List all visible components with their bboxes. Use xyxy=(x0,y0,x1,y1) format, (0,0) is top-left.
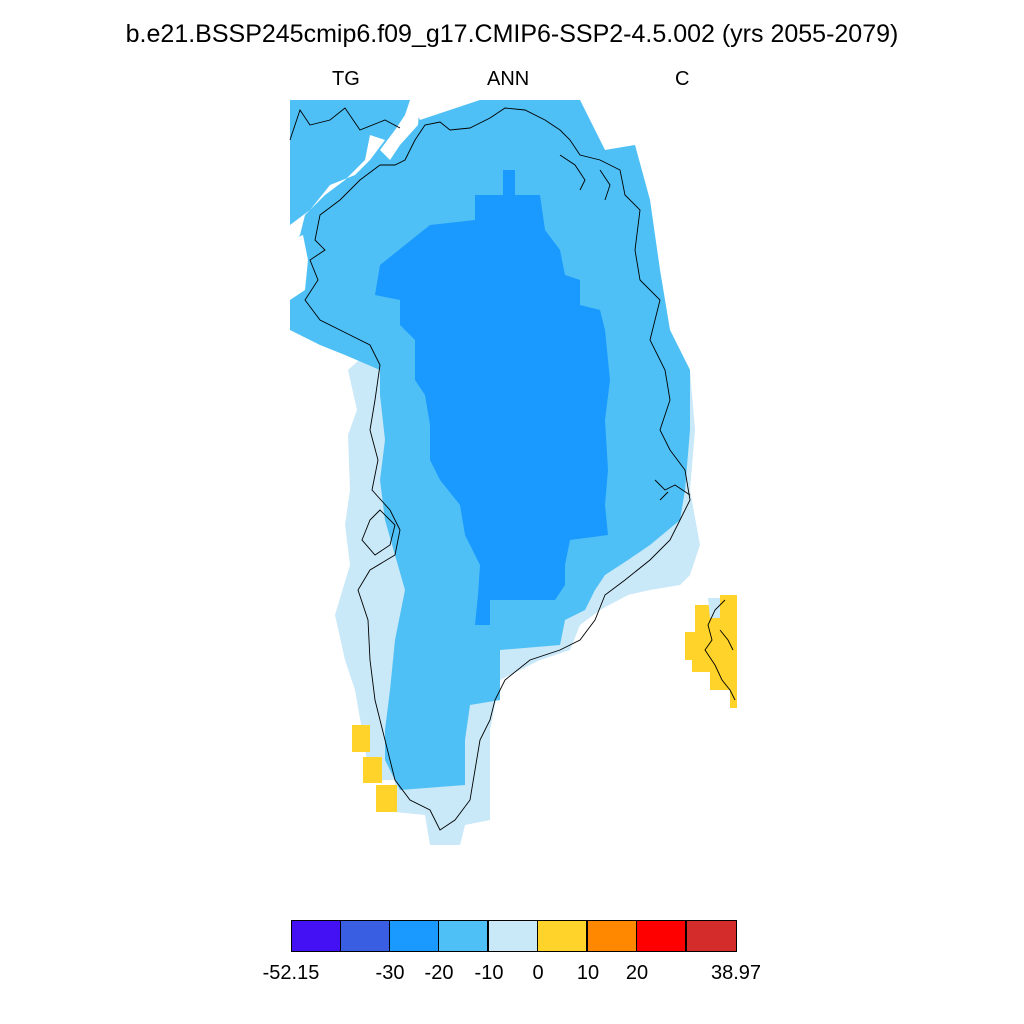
coastline-inner xyxy=(361,154,691,556)
colorbar-label: 0 xyxy=(532,962,544,984)
colorbar-label: 20 xyxy=(625,962,649,984)
colorbar-swatch xyxy=(636,920,686,952)
colorbar-label: -10 xyxy=(474,962,504,984)
colorbar-swatch xyxy=(291,920,341,952)
colorbar-label: -20 xyxy=(424,962,454,984)
warm-cells-southwest xyxy=(352,725,397,812)
coastline xyxy=(289,107,691,831)
contour-band-dark xyxy=(375,170,610,625)
white-gap xyxy=(290,235,308,300)
colorbar-label-min: -52.15 xyxy=(262,962,320,984)
colorbar-swatch xyxy=(686,920,737,952)
white-inlet xyxy=(380,100,420,160)
warm-cells-east xyxy=(685,595,737,708)
season-label: ANN xyxy=(487,68,530,90)
colorbar-swatch xyxy=(340,920,390,952)
cool-cell-east xyxy=(708,598,720,618)
colorbar-swatch xyxy=(488,920,538,952)
white-inlet xyxy=(290,135,385,245)
colorbar-swatch xyxy=(537,920,587,952)
greenland-map xyxy=(289,100,737,845)
map-title: b.e21.BSSP245cmip6.f09_g17.CMIP6-SSP2-4.… xyxy=(125,20,899,48)
units-label: C xyxy=(675,68,690,90)
colorbar-swatch xyxy=(389,920,439,952)
coastline-east-island xyxy=(704,599,736,701)
field-label: TG xyxy=(332,68,360,90)
colorbar-label-max: 38.97 xyxy=(710,962,762,984)
colorbar-label: 10 xyxy=(576,962,600,984)
colorbar-label: -30 xyxy=(375,962,405,984)
colorbar-swatch xyxy=(438,920,488,952)
colorbar-swatch xyxy=(587,920,637,952)
